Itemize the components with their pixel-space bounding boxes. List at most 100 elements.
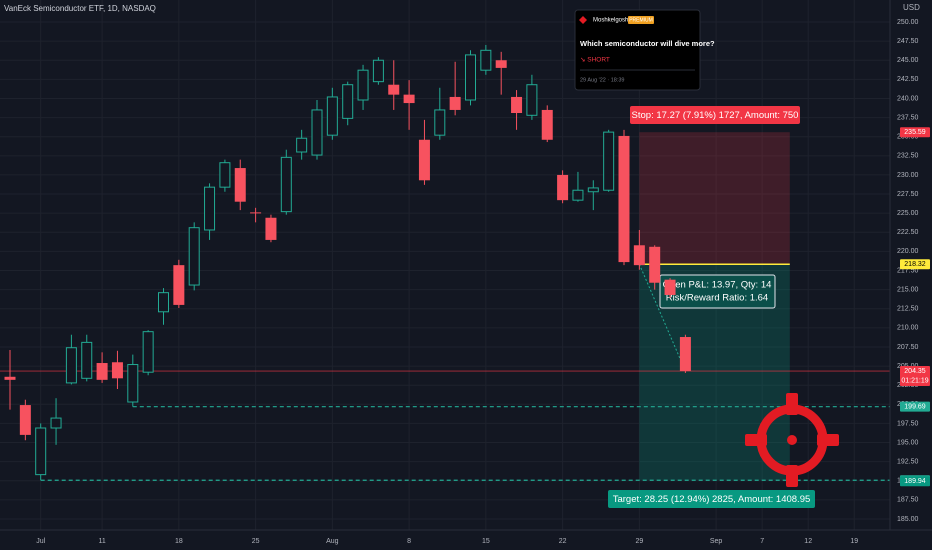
stop-box [630, 106, 800, 124]
price-tag-label: 204.35 [904, 368, 926, 375]
x-tick-label: 12 [804, 538, 812, 545]
candle-body [603, 131, 615, 191]
target-icon [745, 393, 839, 487]
candle-body [4, 376, 16, 380]
price-tag-label: 235.59 [904, 129, 926, 136]
rr-label: Risk/Reward Ratio: 1.64 [666, 293, 768, 304]
target-box [608, 490, 815, 508]
candle-body [127, 364, 139, 403]
x-tick-label: 25 [252, 538, 260, 545]
idea-card[interactable]: Moshkelgosha PREMIUM Which semiconductor… [574, 9, 715, 91]
y-tick-label: 232.50 [897, 153, 919, 160]
x-tick-label: 19 [850, 538, 858, 545]
x-tick-label: 15 [482, 538, 490, 545]
candle-body [188, 227, 200, 286]
y-tick-label: 212.50 [897, 306, 919, 313]
candle-body [173, 265, 185, 305]
candle-body [526, 84, 538, 116]
candle-body [480, 49, 492, 71]
x-tick-label: Sep [710, 538, 723, 545]
y-tick-label: 222.50 [897, 229, 919, 236]
candle-body [633, 245, 645, 266]
candle-body [649, 246, 661, 283]
direction: ↘ SHORT [580, 57, 610, 64]
candle-body [111, 362, 123, 379]
candle-body [96, 363, 108, 380]
candle-body [35, 427, 47, 476]
y-tick-label: 197.50 [897, 420, 919, 427]
y-tick-label: 195.00 [897, 439, 919, 446]
candle-body [342, 84, 354, 119]
candle-body [19, 405, 31, 435]
candle-body [357, 69, 369, 101]
risk-zone [639, 132, 790, 265]
y-tick-label: 230.00 [897, 172, 919, 179]
candle-body [465, 54, 476, 101]
price-tag-label: 218.32 [904, 261, 926, 268]
price-tag-label: 199.69 [904, 404, 926, 411]
candle-body [280, 156, 292, 213]
pnl-connector [638, 264, 686, 372]
candle-body [618, 135, 630, 263]
x-tick-label: 11 [98, 538, 105, 545]
y-tick-label: 192.50 [897, 458, 919, 465]
idea-date: 29 Aug '22 · 18:39 [580, 77, 624, 83]
candle-body [219, 162, 231, 188]
candle-body [372, 59, 384, 83]
x-tick-label: 29 [635, 538, 643, 545]
candle-body [250, 212, 262, 214]
y-tick-label: 247.50 [897, 38, 919, 45]
x-tick-label: 22 [559, 538, 567, 545]
candle-body [142, 331, 154, 373]
countdown: 01:21:19 [901, 377, 928, 384]
candle-body [557, 174, 569, 201]
y-tick-label: 227.50 [897, 191, 919, 198]
author: Moshkelgosha [593, 18, 632, 24]
candle-body [311, 109, 323, 156]
y-tick-label: 242.50 [897, 76, 919, 83]
candle-body [204, 186, 216, 231]
x-tick-label: Aug [326, 538, 339, 545]
price-tag [900, 127, 930, 138]
y-tick-label: 240.00 [897, 95, 919, 102]
candle-body [495, 60, 507, 68]
idea-title: Which semiconductor will dive more? [580, 39, 715, 48]
x-tick-label: 7 [760, 538, 764, 545]
candle-body [403, 94, 415, 104]
y-tick-label: 220.00 [897, 248, 919, 255]
price-tag [900, 476, 930, 487]
currency: USD [903, 3, 920, 12]
candle-body [449, 96, 461, 110]
candle-body [587, 187, 599, 193]
candle-body [511, 96, 523, 114]
pnl-box [659, 274, 776, 309]
y-tick-label: 245.00 [897, 57, 919, 64]
price-tag [900, 259, 930, 270]
candle-body [664, 279, 676, 295]
x-tick-label: 18 [175, 538, 183, 545]
candle-body [572, 189, 584, 201]
candle-body [158, 292, 169, 313]
stop-label: Stop: 17.27 (7.91%) 1727, Amount: 750 [632, 110, 799, 121]
x-tick-label: Jul [36, 538, 45, 545]
candle-body [326, 96, 338, 136]
y-tick-label: 250.00 [897, 19, 919, 26]
target-label: Target: 28.25 (12.94%) 2825, Amount: 140… [613, 494, 811, 505]
candle-body [418, 139, 430, 181]
candle-body [679, 337, 691, 372]
chart-title: VanEck Semiconductor ETF, 1D, NASDAQ [4, 4, 156, 13]
candle-body [434, 109, 446, 136]
y-tick-label: 237.50 [897, 114, 919, 121]
y-tick-label: 207.50 [897, 344, 919, 351]
pnl-label: Open P&L: 13.97, Qty: 14 [663, 280, 772, 291]
y-tick-label: 210.00 [897, 325, 919, 332]
candle-body [234, 168, 246, 202]
price-tag [900, 366, 930, 387]
y-tick-label: 217.50 [897, 267, 919, 274]
price-axis [890, 0, 932, 550]
y-tick-label: 215.00 [897, 286, 919, 293]
candle-body [50, 417, 62, 429]
price-tag-label: 189.94 [904, 478, 926, 485]
y-tick-label: 187.50 [897, 497, 919, 504]
